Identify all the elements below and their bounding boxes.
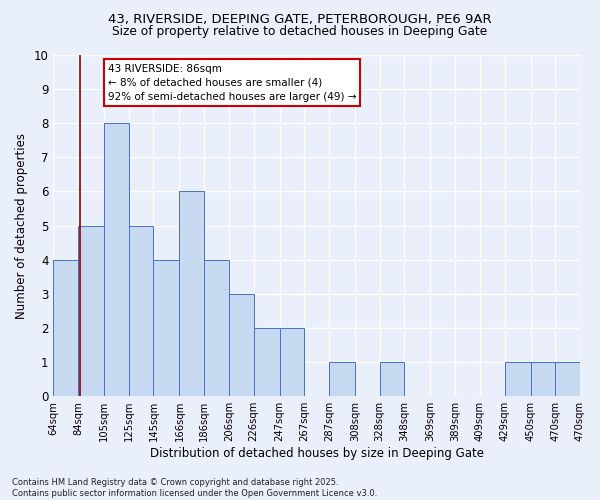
Bar (129, 226, 154, 396)
Bar (380, 362, 404, 396)
Bar (154, 260, 179, 396)
X-axis label: Distribution of detached houses by size in Deeping Gate: Distribution of detached houses by size … (149, 447, 484, 460)
Text: Contains HM Land Registry data © Crown copyright and database right 2025.
Contai: Contains HM Land Registry data © Crown c… (12, 478, 377, 498)
Bar (530, 362, 555, 396)
Text: 43, RIVERSIDE, DEEPING GATE, PETERBOROUGH, PE6 9AR: 43, RIVERSIDE, DEEPING GATE, PETERBOROUG… (108, 12, 492, 26)
Bar (555, 362, 580, 396)
Bar (53, 260, 78, 396)
Bar (179, 192, 204, 396)
Bar (204, 260, 229, 396)
Bar (229, 294, 254, 396)
Text: Size of property relative to detached houses in Deeping Gate: Size of property relative to detached ho… (112, 25, 488, 38)
Text: 43 RIVERSIDE: 86sqm
← 8% of detached houses are smaller (4)
92% of semi-detached: 43 RIVERSIDE: 86sqm ← 8% of detached hou… (107, 64, 356, 102)
Y-axis label: Number of detached properties: Number of detached properties (15, 132, 28, 318)
Bar (104, 123, 129, 396)
Bar (280, 328, 304, 396)
Bar (505, 362, 530, 396)
Bar (329, 362, 355, 396)
Bar (254, 328, 280, 396)
Bar (78, 226, 104, 396)
